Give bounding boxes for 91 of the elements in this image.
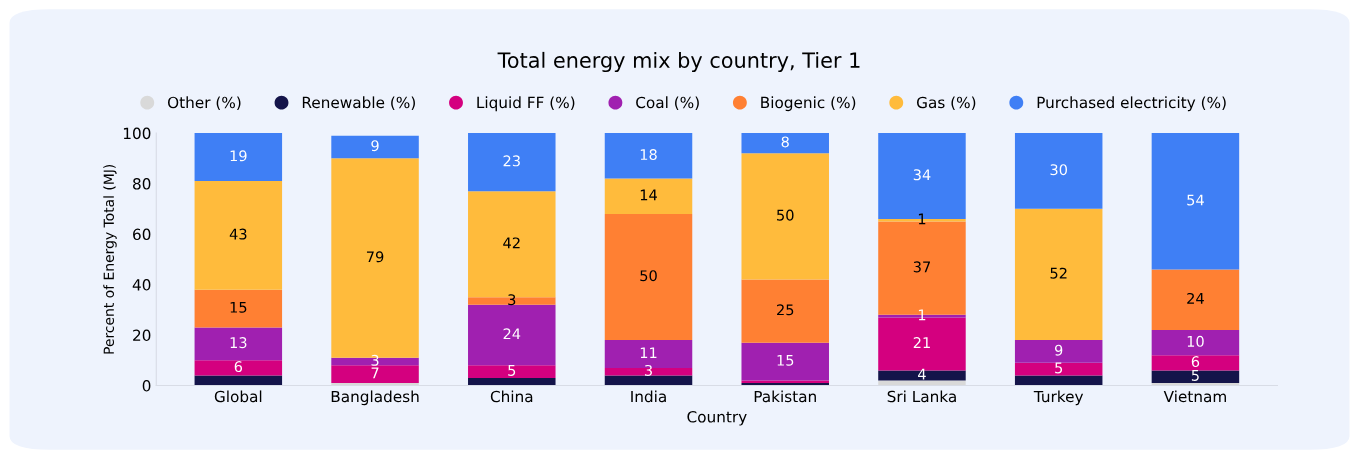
data-label: 18 [640,149,657,161]
data-label: 52 [1050,267,1067,279]
bar [1014,375,1103,386]
data-label: 24 [1187,292,1204,304]
data-label: 5 [1191,370,1199,381]
data-label: 24 [503,328,521,340]
bar [1014,133,1103,209]
y-tick-label: 100 [123,127,151,140]
data-label: 50 [640,270,657,282]
data-label: 3 [508,294,516,306]
x-tick-label: China [490,390,533,403]
data-label: 6 [234,361,243,373]
bar [741,133,829,154]
legend-label: Renewable (%) [302,96,415,110]
bar [1014,340,1103,363]
data-label: 5 [508,365,516,376]
legend-label: Purchased electricity (%) [1037,96,1226,112]
bar [468,304,556,366]
bar [194,289,283,328]
bar [468,365,556,378]
bar [1151,355,1240,371]
y-tick-label: 60 [133,228,151,241]
bar [468,133,556,192]
data-label: 34 [913,169,931,181]
bar [194,375,283,386]
bar [194,360,283,376]
bar [741,279,829,343]
chart-title: Total energy mix by country, Tier 1 [497,51,860,73]
data-label: 30 [1050,164,1067,176]
bar [194,327,283,361]
bar [604,213,693,341]
legend-label: Coal (%) [636,96,699,110]
y-tick-label: 80 [133,178,151,190]
data-label: 19 [230,150,247,162]
bar [1151,370,1240,384]
y-tick-label: 20 [133,329,151,342]
legend-label: Gas (%) [916,96,976,110]
data-label: 42 [503,237,520,249]
bar [604,375,693,386]
x-tick-label: Bangladesh [331,390,419,406]
data-label: 21 [913,337,930,348]
x-tick-label: Sri Lanka [887,390,956,403]
bar [741,153,829,280]
data-label: 50 [777,209,794,221]
y-tick-label: 40 [132,279,151,291]
bar [468,377,556,386]
legend-label: Other (%) [167,96,241,110]
legend-label: Liquid FF (%) [477,96,575,112]
data-label: 13 [230,337,247,349]
data-label: 7 [371,367,379,379]
data-label: 15 [230,301,247,313]
bar [1014,362,1103,376]
x-tick-label: Global [214,390,262,403]
data-label: 37 [913,261,930,273]
bar [741,342,829,381]
data-label: 8 [781,136,789,148]
bar [1151,269,1240,331]
data-label: 79 [366,251,384,263]
bar [194,133,283,182]
bar [604,178,693,214]
legend-label: Biogenic (%) [761,96,856,112]
x-tick-label: Turkey [1033,390,1084,406]
data-label: 11 [640,347,657,359]
x-tick-label: Pakistan [754,390,816,403]
x-tick-label: Vietnam [1163,390,1226,403]
bar [331,365,419,384]
data-label: 6 [1191,356,1200,368]
data-label: 54 [1187,194,1204,206]
data-label: 5 [1055,362,1063,374]
y-tick-label: 0 [142,380,151,392]
data-label: 3 [371,354,379,366]
data-label: 23 [503,155,520,167]
x-axis-title: Country [687,411,747,426]
bar [194,181,283,290]
data-label: 14 [640,189,657,201]
data-label: 15 [777,354,794,366]
data-label: 9 [1054,344,1063,356]
data-label: 10 [1187,335,1204,347]
data-label: 25 [777,304,794,316]
data-label: 9 [371,140,379,152]
data-label: 3 [644,364,652,376]
x-tick-label: India [631,390,666,403]
bar [331,135,419,159]
bar [604,133,693,179]
data-label: 43 [229,228,247,240]
y-axis-title: Percent of Energy Total (MJ) [103,164,117,354]
bar [1014,208,1103,341]
bar [1151,133,1240,270]
bar [1151,330,1240,356]
data-label: 4 [918,368,926,380]
bar [878,370,966,381]
